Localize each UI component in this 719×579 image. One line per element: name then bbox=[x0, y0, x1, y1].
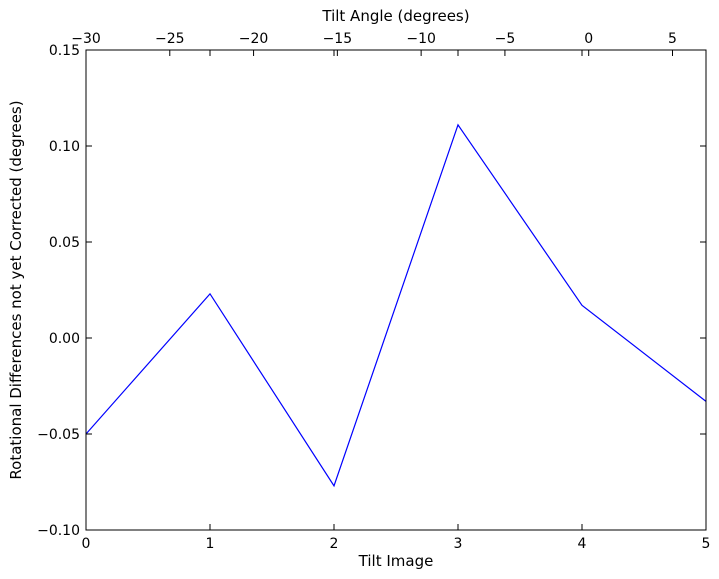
plot-frame bbox=[85, 49, 707, 531]
top-tick-label: −15 bbox=[323, 31, 353, 47]
y-tick-label: 0.05 bbox=[49, 235, 80, 251]
x-tick-label: 0 bbox=[82, 536, 91, 552]
y-tick-label: −0.10 bbox=[37, 523, 80, 539]
series-line-0 bbox=[85, 123, 707, 488]
y-tick-label: 0.10 bbox=[49, 139, 80, 155]
x-tick-label: 1 bbox=[206, 536, 215, 552]
y-tick-label: −0.05 bbox=[37, 427, 80, 443]
top-tick-label: 5 bbox=[668, 31, 677, 47]
x-tick-label: 3 bbox=[454, 536, 463, 552]
x-tick-label: 2 bbox=[330, 536, 339, 552]
top-tick-label: −30 bbox=[71, 31, 101, 47]
top-tick-label: −25 bbox=[155, 31, 185, 47]
x-tick-label: 5 bbox=[702, 536, 711, 552]
x-tick-label: 4 bbox=[578, 536, 587, 552]
top-axis-label: Tilt Angle (degrees) bbox=[321, 7, 469, 25]
top-tick-label: −10 bbox=[406, 31, 436, 47]
y-axis-label: Rotational Differences not yet Corrected… bbox=[7, 100, 25, 479]
y-tick-label: 0.00 bbox=[49, 331, 80, 347]
x-axis-label: Tilt Image bbox=[358, 552, 434, 570]
y-tick-label: 0.15 bbox=[49, 43, 80, 59]
top-tick-label: 0 bbox=[584, 31, 593, 47]
top-tick-label: −20 bbox=[239, 31, 269, 47]
top-tick-label: −5 bbox=[495, 31, 516, 47]
